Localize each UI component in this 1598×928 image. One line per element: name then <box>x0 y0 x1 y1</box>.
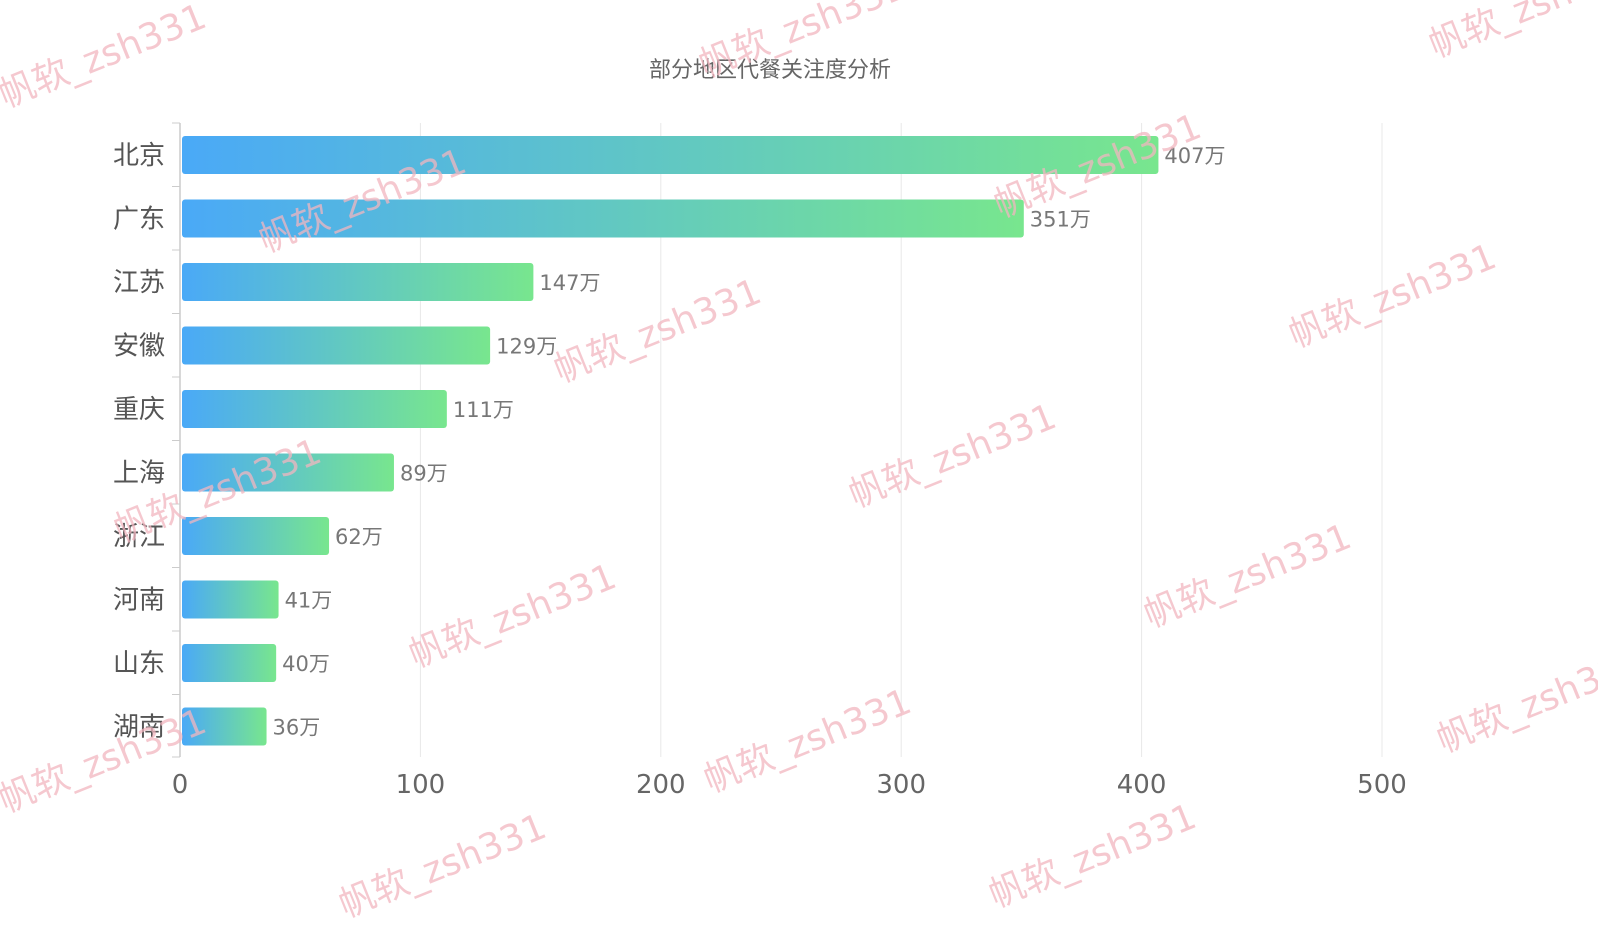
data-label: 89万 <box>400 462 448 486</box>
category-label: 上海 <box>113 459 165 489</box>
category-label: 广东 <box>113 205 165 235</box>
category-label: 河南 <box>113 586 165 616</box>
bar <box>182 263 534 301</box>
data-label: 407万 <box>1164 144 1225 168</box>
bar <box>182 707 267 746</box>
x-tick-label: 100 <box>396 770 446 800</box>
category-label: 浙江 <box>113 522 165 552</box>
bar <box>182 136 1159 174</box>
bar <box>182 390 447 428</box>
bar <box>182 199 1024 238</box>
bar <box>182 326 491 365</box>
category-label: 重庆 <box>113 395 165 425</box>
category-label: 安徽 <box>113 332 165 362</box>
x-tick-label: 400 <box>1117 770 1167 800</box>
data-label: 62万 <box>335 525 383 549</box>
x-tick-label: 500 <box>1357 770 1407 800</box>
bar <box>182 453 394 492</box>
x-tick-label: 0 <box>172 770 189 800</box>
bar <box>182 644 277 682</box>
data-label: 147万 <box>539 271 600 295</box>
data-label: 111万 <box>453 398 514 422</box>
x-tick-label: 300 <box>876 770 926 800</box>
bar <box>182 580 279 619</box>
data-label: 351万 <box>1030 208 1091 232</box>
data-label: 41万 <box>285 589 333 613</box>
axis <box>172 122 181 758</box>
category-label: 北京 <box>113 141 165 171</box>
chart-title: 部分地区代餐关注度分析 <box>648 58 891 83</box>
data-label: 36万 <box>273 716 321 740</box>
data-label: 40万 <box>282 652 330 676</box>
category-label: 江苏 <box>113 268 165 298</box>
category-label: 山东 <box>113 649 165 679</box>
data-label: 129万 <box>496 335 557 359</box>
bar <box>182 517 330 555</box>
category-label: 湖南 <box>113 713 165 743</box>
bars <box>182 136 1159 746</box>
x-tick-label: 200 <box>636 770 686 800</box>
